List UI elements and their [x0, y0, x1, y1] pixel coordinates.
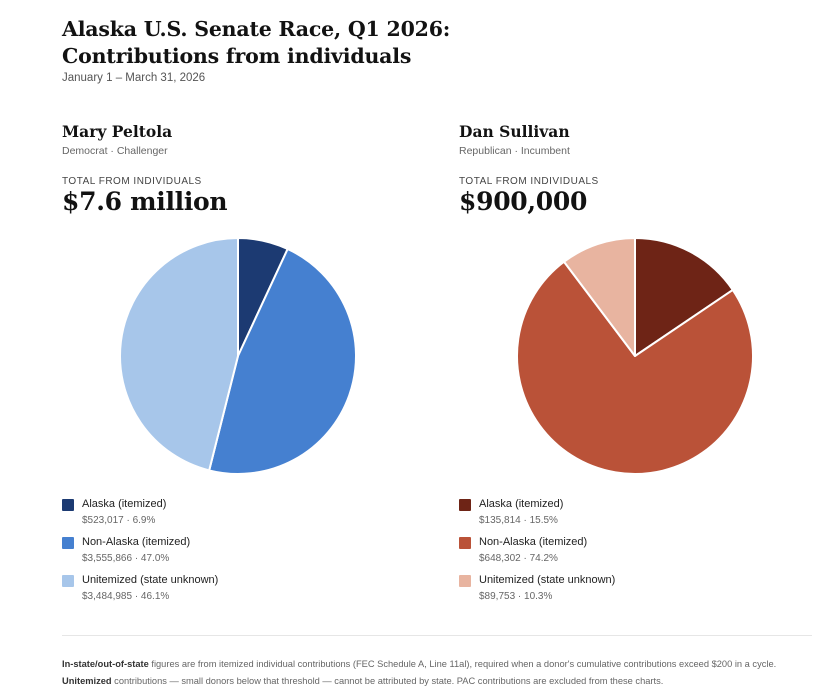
legend-item-alaska: Alaska (itemized) $135,814 · 15.5%	[459, 497, 759, 535]
legend-swatch	[459, 575, 471, 587]
pie-slice-unitemized	[563, 237, 636, 357]
legend-label: Alaska (itemized)	[82, 498, 167, 510]
pie-slice-non-alaska	[208, 247, 357, 475]
footnote-line: In-state/out-of-state figures are from i…	[62, 656, 822, 673]
footnote-term: In-state/out-of-state	[62, 659, 149, 669]
legend-label: Unitemized (state unknown)	[479, 574, 616, 586]
divider	[62, 635, 812, 636]
candidate-panel-peltola: Mary Peltola Democrat · Challenger TOTAL…	[62, 122, 402, 216]
footnote-term: Unitemized	[62, 676, 112, 686]
page-title: Alaska U.S. Senate Race, Q1 2026: Contri…	[62, 17, 451, 68]
legend-label: Non-Alaska (itemized)	[82, 536, 191, 548]
pie-slice-alaska	[634, 237, 734, 357]
pie-slice-unitemized	[119, 237, 239, 472]
legend-label: Unitemized (state unknown)	[82, 574, 219, 586]
legend-swatch	[459, 499, 471, 511]
pie-slice-non-alaska	[516, 260, 754, 475]
total-label: TOTAL FROM INDIVIDUALS	[459, 176, 599, 187]
legend-item-alaska: Alaska (itemized) $523,017 · 6.9%	[62, 497, 362, 535]
footnote-text: figures are from itemized individual con…	[148, 659, 777, 669]
legend-value: $523,017 · 6.9%	[82, 515, 156, 526]
total-value: $900,000	[459, 187, 588, 216]
legend-peltola: Alaska (itemized) $523,017 · 6.9% Non-Al…	[62, 497, 362, 611]
legend-item-unitemized: Unitemized (state unknown) $89,753 · 10.…	[459, 573, 759, 611]
legend-swatch	[62, 499, 74, 511]
pie-chart-sullivan	[516, 237, 754, 475]
legend-value: $3,555,866 · 47.0%	[82, 553, 170, 564]
legend-item-unitemized: Unitemized (state unknown) $3,484,985 · …	[62, 573, 362, 611]
legend-sullivan: Alaska (itemized) $135,814 · 15.5% Non-A…	[459, 497, 759, 611]
legend-label: Non-Alaska (itemized)	[479, 536, 588, 548]
legend-item-non-alaska: Non-Alaska (itemized) $3,555,866 · 47.0%	[62, 535, 362, 573]
total-value: $7.6 million	[62, 187, 228, 216]
legend-value: $648,302 · 74.2%	[479, 553, 558, 564]
footnotes: In-state/out-of-state figures are from i…	[62, 656, 822, 690]
legend-swatch	[62, 537, 74, 549]
candidate-panel-sullivan: Dan Sullivan Republican · Incumbent TOTA…	[459, 122, 799, 216]
legend-swatch	[459, 537, 471, 549]
total-label: TOTAL FROM INDIVIDUALS	[62, 176, 202, 187]
candidate-name: Dan Sullivan	[459, 122, 570, 141]
legend-item-non-alaska: Non-Alaska (itemized) $648,302 · 74.2%	[459, 535, 759, 573]
candidate-name: Mary Peltola	[62, 122, 173, 141]
legend-value: $89,753 · 10.3%	[479, 591, 553, 602]
footnote-line: Unitemized contributions — small donors …	[62, 673, 822, 690]
candidate-meta: Democrat · Challenger	[62, 145, 168, 157]
candidate-meta: Republican · Incumbent	[459, 145, 570, 157]
legend-label: Alaska (itemized)	[479, 498, 564, 510]
legend-value: $3,484,985 · 46.1%	[82, 591, 170, 602]
pie-chart-peltola	[119, 237, 357, 475]
date-range: January 1 – March 31, 2026	[62, 72, 206, 84]
legend-value: $135,814 · 15.5%	[479, 515, 558, 526]
legend-swatch	[62, 575, 74, 587]
footnote-text: contributions — small donors below that …	[111, 676, 664, 686]
